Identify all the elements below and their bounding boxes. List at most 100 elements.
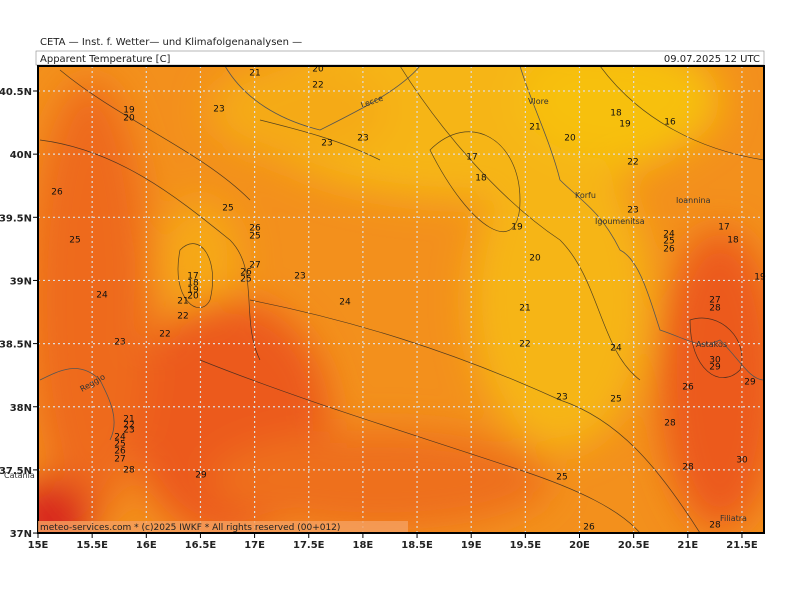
lat-tick-label: 40.5N: [0, 87, 32, 98]
contour-label: 27: [709, 296, 720, 306]
contour-label: 19: [619, 120, 631, 130]
contour-label: 25: [222, 204, 233, 214]
contour-label: 28: [123, 466, 135, 476]
lat-tick-label: 39.5N: [0, 213, 32, 224]
lon-tick-label: 19.5E: [510, 540, 542, 551]
lon-tick-label: 17.5E: [293, 540, 325, 551]
lon-tick-label: 15.5E: [76, 540, 108, 551]
contour-label: 28: [682, 463, 694, 473]
lat-tick-label: 40N: [10, 150, 32, 161]
contour-label: 22: [627, 158, 638, 168]
lon-tick-label: 17E: [244, 540, 265, 551]
contour-label: 26: [583, 523, 595, 533]
contour-label: 18: [475, 174, 487, 184]
contour-label: 29: [195, 471, 207, 481]
contour-label: 24: [339, 298, 351, 308]
contour-label: 26: [663, 245, 675, 255]
contour-label: 21: [249, 69, 260, 79]
contour-label: 19: [511, 223, 523, 233]
contour-label: 21: [529, 123, 540, 133]
lat-tick-label: 39N: [10, 276, 32, 287]
contour-label: 22: [123, 421, 134, 431]
contour-label: 25: [249, 232, 260, 242]
contour-label: 22: [159, 330, 170, 340]
contour-label: 29: [709, 363, 721, 373]
contour-label: 20: [529, 254, 541, 264]
lon-tick-label: 21E: [677, 540, 698, 551]
contour-label: 28: [709, 304, 721, 314]
lon-tick-label: 18.5E: [401, 540, 433, 551]
contour-label: 26: [249, 224, 261, 234]
contour-label: 23: [213, 105, 224, 115]
contour-label: 28: [709, 521, 721, 531]
place-label: Vlore: [528, 97, 549, 106]
contour-label: 23: [357, 134, 368, 144]
contour-label: 19: [123, 106, 135, 116]
contour-label: 22: [177, 312, 188, 322]
lon-tick-label: 18E: [353, 540, 374, 551]
footer-credit: meteo-services.com * (c)2025 IWKF * All …: [40, 523, 340, 533]
contour-label: 19: [187, 286, 199, 296]
footer-bg: [38, 521, 408, 532]
contour-label: 23: [114, 338, 125, 348]
contour-label: 21: [519, 304, 530, 314]
contour-label: 26: [51, 188, 63, 198]
place-label: Astakos: [696, 340, 727, 349]
contour-label: 24: [663, 230, 675, 240]
lon-tick-label: 20.5E: [618, 540, 650, 551]
lon-tick-label: 15E: [28, 540, 49, 551]
place-label: Filiatra: [720, 514, 747, 523]
lat-tick-label: 37N: [10, 529, 32, 540]
contour-label: 25: [663, 237, 674, 247]
contour-label: 25: [69, 236, 80, 246]
contour-label: 24: [610, 344, 622, 354]
contour-label: 21: [177, 297, 188, 307]
place-label: Igoumenitsa: [595, 217, 645, 226]
contour-label: 17: [187, 272, 198, 282]
field: [38, 66, 764, 533]
contour-label: 18: [187, 279, 199, 289]
contour-label: 25: [114, 440, 125, 450]
contour-label: 29: [744, 378, 756, 388]
contour-label: 19: [754, 273, 766, 283]
map-frame: [37, 65, 765, 534]
lat-tick-label: 37.5N: [0, 466, 32, 477]
contour-label: 24: [114, 433, 126, 443]
parameter-title: Apparent Temperature [C]: [40, 54, 171, 65]
lat-tick-label: 38.5N: [0, 340, 32, 351]
lon-tick-label: 20E: [569, 540, 590, 551]
contour-label: 28: [664, 419, 676, 429]
contour-label: 20: [187, 292, 199, 302]
contour-label: 27: [114, 455, 125, 465]
contour-label: 20: [123, 114, 135, 124]
lon-tick-label: 16E: [136, 540, 157, 551]
contour-label: 18: [727, 236, 739, 246]
place-label: Catania: [4, 471, 35, 480]
contour-label: 25: [610, 395, 621, 405]
contour-label: 22: [519, 340, 530, 350]
contour-label: 25: [556, 473, 567, 483]
contour-label: 21: [123, 415, 134, 425]
contour-label: 18: [610, 109, 622, 119]
contour-label: 26: [682, 383, 694, 393]
contour-label: 26: [114, 447, 126, 457]
contour-label: 30: [709, 356, 721, 366]
contour-label: 23: [556, 393, 567, 403]
lat-tick-label: 38N: [10, 403, 32, 414]
contour-label: 23: [123, 426, 134, 436]
contour-label: 17: [466, 153, 477, 163]
contour-label: 23: [294, 272, 305, 282]
contour-label: 16: [664, 118, 676, 128]
contour-label: 23: [321, 139, 332, 149]
place-label: Ioannina: [676, 196, 711, 205]
contour-label: 30: [736, 456, 748, 466]
contour-label: 27: [249, 261, 260, 271]
valid-time: 09.07.2025 12 UTC: [664, 54, 760, 65]
lon-tick-label: 21.5E: [726, 540, 758, 551]
contour-label: 20: [312, 65, 324, 75]
place-label: Korfu: [575, 191, 596, 200]
contour-label: 25: [240, 275, 251, 285]
contour-label: 17: [718, 223, 729, 233]
source-title: CETA — Inst. f. Wetter— und Klimafolgena…: [40, 37, 302, 48]
